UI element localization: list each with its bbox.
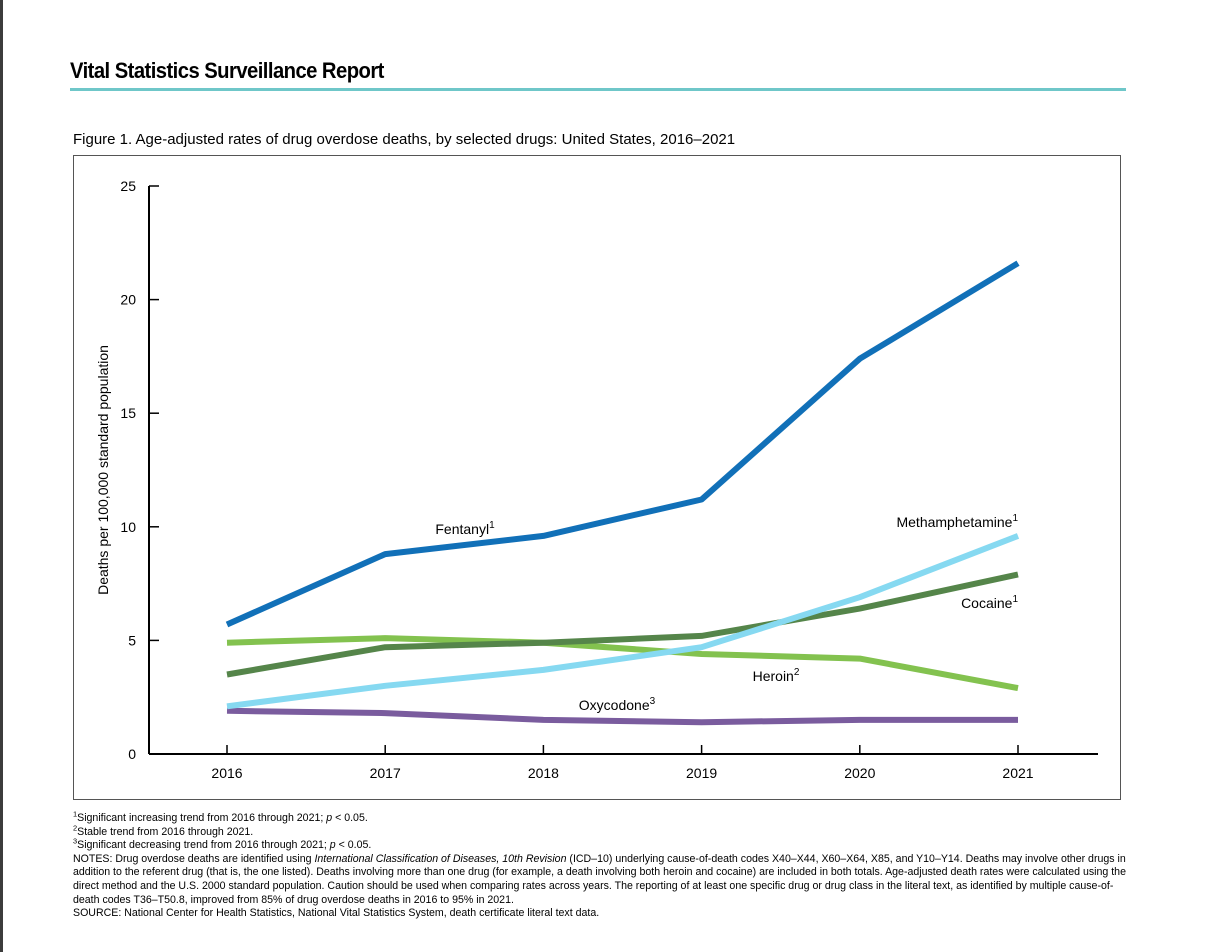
x-tick-label: 2016 [211, 765, 242, 781]
y-tick-label: 5 [128, 632, 136, 648]
series-label-cocaine: Cocaine1 [961, 594, 1018, 611]
y-tick-label: 10 [120, 519, 136, 535]
title-rule [70, 88, 1126, 91]
y-tick-label: 20 [120, 292, 136, 308]
x-tick-label: 2017 [370, 765, 401, 781]
footnote-1: 1Significant increasing trend from 2016 … [73, 809, 368, 824]
x-tick-label: 2019 [686, 765, 717, 781]
series-label-heroin: Heroin2 [753, 667, 800, 684]
footnote-2: 2Stable trend from 2016 through 2021. [73, 823, 254, 838]
source: SOURCE: National Center for Health Stati… [73, 907, 600, 920]
chart-frame: 0 5 10 15 20 25 Deaths per 100,000 standard po… [73, 155, 1121, 800]
series-line-cocaine [226, 571, 1019, 678]
series-line-fentanyl [225, 260, 1020, 628]
series-line-oxycodone [226, 707, 1018, 726]
series-label-oxycodone: Oxycodone3 [579, 696, 656, 713]
window-left-edge [0, 0, 3, 952]
y-tick-label: 25 [120, 178, 136, 194]
series-line-methamphetamine [226, 533, 1020, 710]
figure-caption: Figure 1. Age-adjusted rates of drug ove… [73, 131, 736, 148]
y-axis-title: Deaths per 100,000 standard population [95, 345, 111, 595]
series-label-fentanyl: Fentanyl1 [435, 520, 495, 537]
x-tick-label: 2021 [1002, 765, 1033, 781]
notes: NOTES: Drug overdose deaths are identifi… [73, 852, 1126, 906]
series-label-methamphetamine: Methamphetamine1 [896, 513, 1018, 530]
line-chart: 0 5 10 15 20 25 Deaths per 100,000 standard po… [95, 178, 1098, 781]
footnotes: 1Significant increasing trend from 2016 … [73, 809, 1133, 921]
x-tick-label: 2020 [844, 765, 875, 781]
report-title: Vital Statistics Surveillance Report [70, 58, 384, 83]
y-tick-label: 15 [120, 405, 136, 421]
footnote-3: 3Significant decreasing trend from 2016 … [73, 836, 372, 852]
series-line-heroin [226, 635, 1019, 692]
x-tick-label: 2018 [528, 765, 559, 781]
y-tick-label: 0 [128, 746, 136, 762]
